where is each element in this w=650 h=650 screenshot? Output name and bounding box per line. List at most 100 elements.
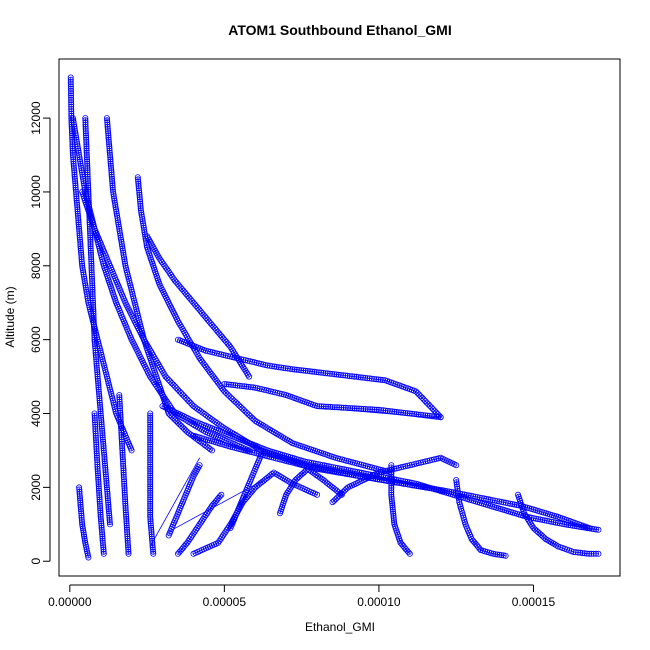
data-point [213, 350, 220, 357]
data-point [183, 291, 190, 298]
data-point [70, 162, 77, 169]
data-point [76, 484, 83, 491]
data-point [322, 370, 329, 377]
data-point [71, 171, 78, 178]
data-point [111, 197, 118, 204]
data-point [218, 491, 225, 498]
data-point [93, 353, 100, 360]
data-point [106, 519, 113, 526]
data-point [85, 186, 92, 193]
data-point [194, 304, 201, 311]
data-point [179, 391, 186, 398]
data-point [123, 518, 130, 525]
data-point [378, 407, 385, 414]
data-point [147, 423, 154, 430]
data-point [87, 241, 94, 248]
data-point [147, 470, 154, 477]
data-point [79, 267, 86, 274]
data-point [347, 467, 354, 474]
data-point [147, 516, 154, 523]
data-point [113, 206, 120, 213]
data-point [304, 367, 311, 374]
data-point [132, 301, 139, 308]
data-point [467, 492, 474, 499]
data-point [95, 483, 102, 490]
data-point [67, 79, 74, 86]
data-point [483, 495, 490, 502]
data-point [337, 469, 344, 476]
data-point [120, 467, 127, 474]
data-point [431, 407, 438, 414]
data-point [258, 451, 265, 458]
data-point [121, 489, 128, 496]
data-point [147, 439, 154, 446]
data-point [83, 290, 90, 297]
data-point [422, 458, 429, 465]
data-point [375, 406, 382, 413]
data-point [137, 202, 144, 209]
data-point [88, 262, 95, 269]
data-point [87, 243, 94, 250]
data-point [105, 503, 112, 510]
data-point [98, 251, 105, 258]
data-point [120, 462, 127, 469]
data-point [117, 230, 124, 237]
data-point [388, 498, 395, 505]
data-point [90, 319, 97, 326]
data-series-21 [165, 462, 203, 539]
data-point [118, 425, 125, 432]
data-point [476, 494, 483, 501]
data-point [570, 549, 577, 556]
data-point [147, 468, 154, 475]
data-point [216, 350, 223, 357]
data-point [128, 447, 135, 454]
data-point [96, 397, 103, 404]
data-point [74, 204, 81, 211]
data-point [390, 510, 397, 517]
data-point [75, 223, 82, 230]
data-point [125, 546, 132, 553]
data-point [453, 481, 460, 488]
data-point [588, 550, 595, 557]
data-point [240, 447, 247, 454]
data-point [68, 92, 75, 99]
data-point [88, 260, 95, 267]
data-point [82, 117, 89, 124]
data-point [208, 447, 215, 454]
data-point [147, 441, 154, 448]
data-point [106, 517, 113, 524]
data-point [453, 462, 460, 469]
data-point [93, 360, 100, 367]
data-point [492, 551, 499, 558]
data-point [92, 351, 99, 358]
data-point [68, 97, 75, 104]
data-point [417, 411, 424, 418]
data-point [244, 357, 251, 364]
data-point [92, 343, 99, 350]
data-point [117, 411, 124, 418]
data-point [300, 367, 307, 374]
data-series-22 [227, 451, 265, 532]
data-point [147, 410, 154, 417]
data-point [91, 340, 98, 347]
data-point [68, 99, 75, 106]
data-point [340, 470, 347, 477]
data-point [96, 498, 103, 505]
data-point [105, 138, 112, 145]
data-point [91, 334, 98, 341]
data-point [437, 486, 444, 493]
data-point [124, 526, 131, 533]
data-point [76, 232, 83, 239]
data-point [237, 403, 244, 410]
data-point [496, 551, 503, 558]
data-point [90, 299, 97, 306]
data-point [116, 392, 123, 399]
data-point [579, 550, 586, 557]
data-point [381, 477, 388, 484]
data-point [104, 123, 111, 130]
data-point [412, 388, 419, 395]
data-point [593, 526, 600, 533]
data-point [185, 398, 192, 405]
data-point [343, 457, 350, 464]
data-point [261, 386, 268, 393]
